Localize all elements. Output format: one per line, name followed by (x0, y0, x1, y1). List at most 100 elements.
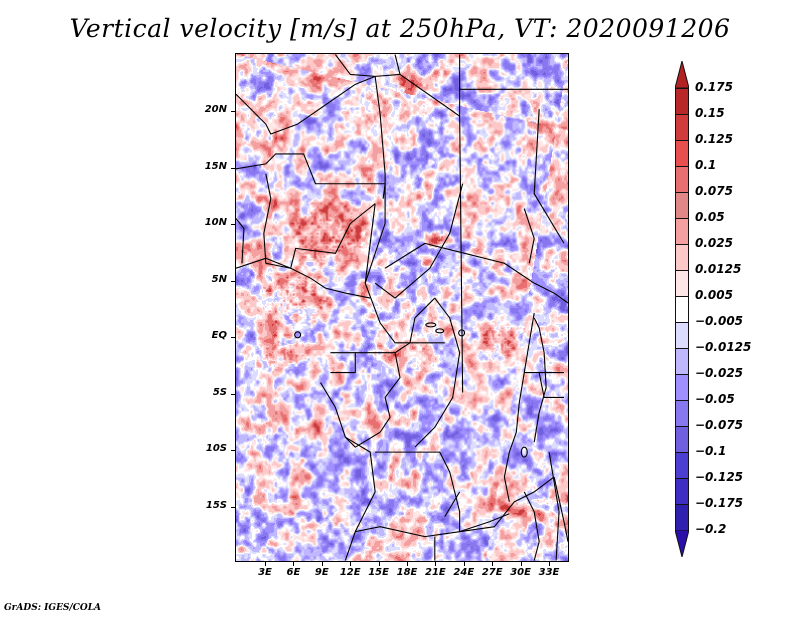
country-border (236, 257, 371, 299)
colorbar-box (675, 296, 689, 323)
country-border (384, 242, 568, 304)
vertical-velocity-field (236, 54, 568, 561)
colorbar-box (675, 140, 689, 167)
colorbar-label: 0.05 (695, 210, 725, 224)
colorbar-label: 0.005 (695, 288, 733, 302)
y-tick-label: 15N (204, 160, 227, 172)
colorbar-box (675, 400, 689, 427)
lake-outline (294, 331, 302, 339)
country-border (320, 382, 381, 448)
colorbar-box (675, 452, 689, 479)
x-tick-label: 6E (286, 567, 301, 578)
colorbar-label: 0.1 (695, 158, 717, 172)
country-border (236, 73, 464, 393)
y-tick-mark (231, 450, 235, 452)
colorbar-label: 0.0125 (695, 262, 742, 276)
colorbar-label: −0.1 (695, 444, 727, 458)
colorbar-box (675, 114, 689, 141)
lake-outline (520, 446, 528, 458)
lake-outline (425, 322, 437, 328)
country-border (548, 452, 560, 561)
x-tick-label: 3E (258, 567, 272, 578)
map-plot-area (235, 53, 569, 562)
x-tick-mark (492, 562, 494, 566)
country-border (374, 183, 464, 299)
y-tick-mark (231, 167, 235, 169)
country-border (523, 208, 535, 264)
country-border (355, 352, 401, 433)
x-tick-label: 30E (510, 567, 531, 578)
country-border (553, 476, 568, 542)
x-tick-label: 12E (339, 567, 361, 578)
y-tick-mark (231, 393, 235, 395)
x-tick-mark (378, 562, 380, 566)
country-borders (236, 54, 568, 561)
colorbar-label: −0.075 (695, 418, 744, 432)
y-tick-mark (231, 280, 235, 282)
country-border (414, 297, 461, 448)
country-border (375, 451, 461, 532)
y-tick-label: 5N (211, 273, 227, 285)
country-border (444, 491, 461, 518)
y-tick-mark (231, 111, 235, 112)
country-border (236, 153, 386, 199)
x-tick-mark (435, 562, 437, 566)
x-tick-label: 24E (453, 567, 475, 578)
x-tick-mark (407, 562, 408, 566)
x-tick-mark (293, 562, 295, 566)
country-border (533, 317, 547, 443)
country-border (364, 76, 386, 284)
lake-outline (458, 329, 466, 337)
colorbar-box (675, 244, 689, 271)
x-tick-label: 21E (425, 567, 446, 578)
y-tick-mark (231, 337, 235, 339)
colorbar-box (675, 88, 689, 115)
colorbar-box (675, 504, 689, 531)
colorbar-label: −0.2 (695, 522, 727, 536)
colorbar-box (675, 322, 689, 349)
country-border (344, 436, 376, 561)
y-tick-label: 20N (204, 104, 227, 115)
country-border (394, 297, 436, 354)
x-tick-mark (321, 562, 323, 566)
country-border (459, 476, 555, 533)
colorbar-bottom-arrow (675, 530, 689, 557)
y-tick-label: 10S (205, 443, 227, 455)
x-tick-label: 18E (396, 567, 418, 578)
x-tick-mark (549, 562, 550, 566)
colorbar-box (675, 270, 689, 297)
y-tick-mark (231, 507, 235, 508)
x-tick-label: 9E (314, 567, 329, 578)
country-border (334, 54, 376, 77)
country-border (330, 352, 356, 374)
chart-title: Vertical velocity [m/s] at 250hPa, VT: 2… (69, 14, 731, 43)
country-border (355, 513, 510, 538)
colorbar-label: −0.175 (695, 496, 744, 510)
x-tick-mark (350, 562, 352, 566)
country-border (263, 173, 376, 269)
x-tick-label: 15E (368, 567, 389, 578)
country-border (533, 109, 565, 244)
country-border (364, 203, 445, 344)
colorbar-label: −0.125 (695, 470, 744, 484)
grads-credit: GrADS: IGES/COLA (4, 603, 102, 613)
y-tick-label: 10N (204, 217, 227, 229)
colorbar-label: −0.05 (695, 392, 735, 406)
colorbar-label: 0.15 (695, 106, 725, 120)
colorbar-box (675, 218, 689, 245)
y-tick-label: 15S (205, 500, 227, 511)
colorbar-label: −0.005 (695, 314, 744, 328)
y-tick-mark (231, 224, 235, 226)
colorbar-box (675, 426, 689, 453)
x-tick-label: 33E (538, 567, 560, 578)
colorbar-box (675, 166, 689, 193)
y-tick-label: EQ (211, 330, 227, 342)
x-tick-mark (520, 562, 522, 566)
colorbar-label: 0.175 (695, 80, 733, 94)
y-tick-label: 5S (212, 386, 227, 398)
x-tick-mark (463, 562, 465, 566)
colorbar-legend: 0.175 0.15 0.125 0.1 0.075 0.05 0.025 0.0125 0.0… (675, 61, 775, 561)
colorbar-box (675, 348, 689, 375)
country-border (523, 491, 540, 561)
colorbar-box (675, 478, 689, 505)
